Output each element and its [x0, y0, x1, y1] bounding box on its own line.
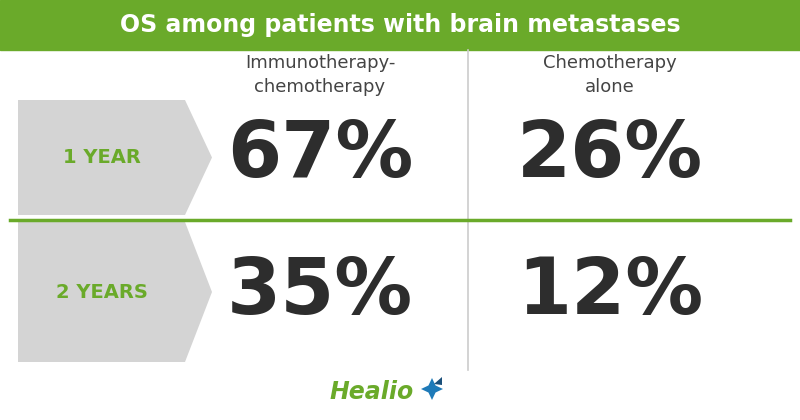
Polygon shape [18, 100, 212, 215]
Text: 2 YEARS: 2 YEARS [55, 283, 147, 302]
Text: 12%: 12% [517, 254, 703, 330]
Text: 26%: 26% [517, 118, 703, 194]
Polygon shape [18, 222, 212, 362]
Text: Chemotherapy
alone: Chemotherapy alone [543, 54, 677, 96]
Text: 35%: 35% [227, 254, 413, 330]
Text: 67%: 67% [227, 118, 413, 194]
Bar [0, 0, 800, 50]
Text: 1 YEAR: 1 YEAR [62, 148, 141, 167]
Text: Healio: Healio [330, 380, 414, 404]
Text: OS among patients with brain metastases: OS among patients with brain metastases [120, 13, 680, 37]
Polygon shape [421, 378, 443, 400]
Text: Immunotherapy-
chemotherapy: Immunotherapy- chemotherapy [245, 54, 395, 96]
Polygon shape [434, 377, 442, 385]
